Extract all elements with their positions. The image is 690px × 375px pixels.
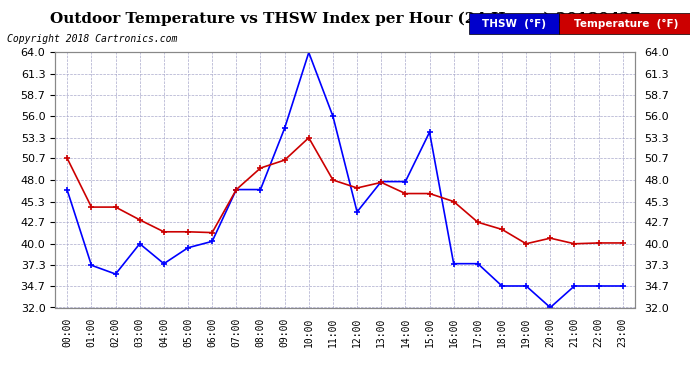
Text: Outdoor Temperature vs THSW Index per Hour (24 Hours) 20180427: Outdoor Temperature vs THSW Index per Ho… [50, 11, 640, 26]
Text: Copyright 2018 Cartronics.com: Copyright 2018 Cartronics.com [7, 34, 177, 44]
Text: THSW  (°F): THSW (°F) [482, 19, 546, 28]
Text: Temperature  (°F): Temperature (°F) [574, 19, 678, 28]
